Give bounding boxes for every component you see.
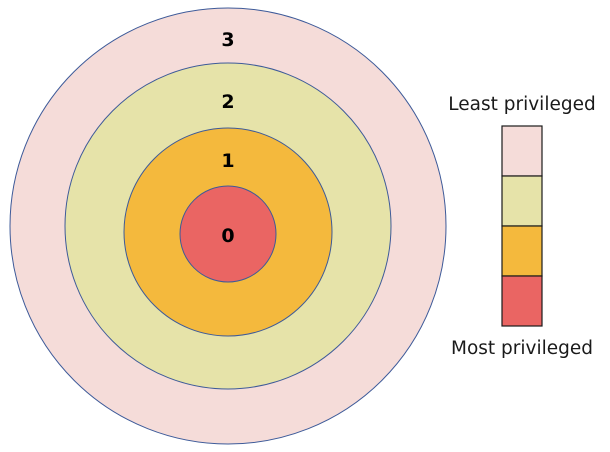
legend-swatch-high (501, 225, 543, 277)
legend-top-caption: Least privileged (448, 94, 595, 115)
ring-0 (179, 185, 277, 283)
ring-0-label: 0 (221, 225, 234, 247)
rings-group (9, 7, 447, 445)
ring-1-label: 1 (221, 150, 234, 172)
legend-bottom-caption: Most privileged (451, 338, 593, 359)
legend-swatch-low (501, 175, 543, 227)
legend-swatch-least (501, 125, 543, 177)
ring-3-label: 3 (221, 29, 234, 51)
ring-labels: 3 2 1 0 (221, 29, 234, 247)
privilege-legend: Least privileged Most privileged (448, 94, 595, 359)
legend-swatch-most (501, 275, 543, 327)
ring-2-label: 2 (221, 91, 234, 113)
